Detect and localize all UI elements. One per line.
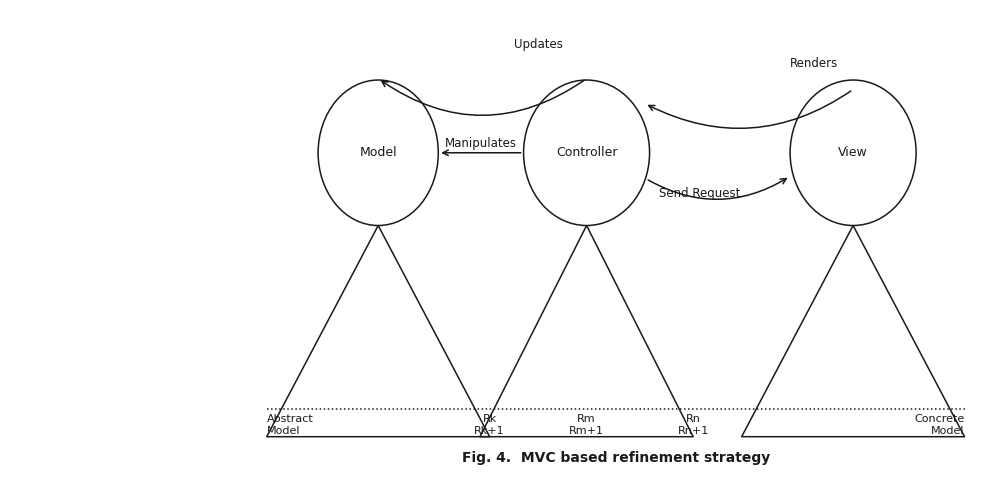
Text: Fig. 4.  MVC based refinement strategy: Fig. 4. MVC based refinement strategy	[462, 451, 769, 465]
Ellipse shape	[318, 80, 438, 225]
Ellipse shape	[523, 80, 650, 225]
Text: Rk
Rk+1: Rk Rk+1	[475, 414, 505, 436]
Text: Rn
Rn+1: Rn Rn+1	[677, 414, 709, 436]
Text: Send Request: Send Request	[660, 187, 741, 200]
Text: Model: Model	[359, 146, 397, 159]
Text: Manipulates: Manipulates	[445, 137, 517, 150]
Text: View: View	[839, 146, 868, 159]
Ellipse shape	[790, 80, 916, 225]
Text: Controller: Controller	[556, 146, 617, 159]
Text: Concrete
Model: Concrete Model	[914, 414, 964, 436]
Text: Abstract
Model: Abstract Model	[267, 414, 314, 436]
Text: Renders: Renders	[790, 57, 839, 70]
Text: Updates: Updates	[513, 39, 563, 51]
Text: Rm
Rm+1: Rm Rm+1	[569, 414, 604, 436]
